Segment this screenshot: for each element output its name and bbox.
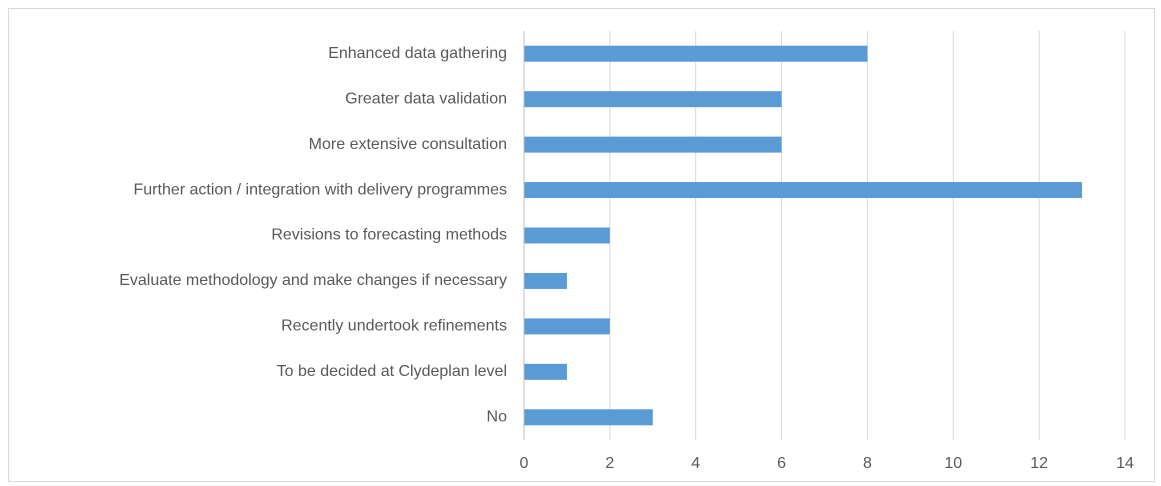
y-tick-label: Revisions to forecasting methods	[271, 227, 507, 244]
y-tick-label: Evaluate methodology and make changes if…	[119, 272, 507, 289]
y-tick-label: No	[487, 408, 508, 425]
bar	[524, 182, 1083, 199]
x-tick-label: 6	[777, 455, 786, 472]
y-tick-label: Greater data validation	[345, 90, 507, 107]
y-tick-label: Further action / integration with delive…	[134, 181, 508, 198]
y-tick-label: To be decided at Clydeplan level	[277, 363, 507, 380]
bar	[524, 227, 610, 244]
chart-border	[8, 8, 1155, 482]
x-tick-label: 8	[863, 455, 872, 472]
bar	[524, 91, 782, 108]
x-tick-label: 10	[944, 455, 962, 472]
bar	[524, 318, 610, 335]
x-tick-label: 2	[605, 455, 614, 472]
x-tick-label: 14	[1116, 455, 1134, 472]
bar	[524, 363, 567, 380]
bar	[524, 136, 782, 153]
y-tick-label: Enhanced data gathering	[328, 45, 507, 62]
bar	[524, 272, 567, 289]
bar	[524, 45, 868, 62]
x-tick-label: 12	[1030, 455, 1048, 472]
x-tick-label: 0	[520, 455, 529, 472]
y-tick-label: More extensive consultation	[309, 136, 507, 153]
y-tick-label: Recently undertook refinements	[281, 318, 507, 335]
bar	[524, 409, 653, 426]
x-tick-label: 4	[691, 455, 700, 472]
